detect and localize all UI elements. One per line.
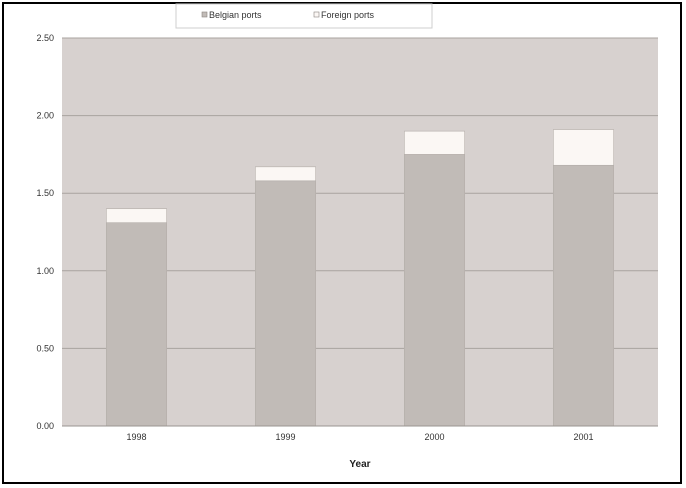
bar-belgian-ports-2000 <box>404 154 465 427</box>
legend-box <box>175 3 433 29</box>
legend-swatch <box>201 11 208 18</box>
x-axis-title: Year <box>349 459 370 470</box>
legend-label: Foreign ports <box>321 10 375 20</box>
y-tick-labels: 0.00 0.50 1.00 1.50 2.00 2.50 <box>36 33 54 431</box>
bar-belgian-ports-2001 <box>553 164 614 427</box>
bar-belgian-ports-1999 <box>255 180 316 427</box>
y-tick-label: 0.00 <box>36 421 54 431</box>
legend-swatch <box>313 11 320 18</box>
bar-foreign-ports-1999 <box>255 166 316 182</box>
x-tick-label: 2001 <box>573 432 593 442</box>
x-tick-label: 2000 <box>424 432 444 442</box>
y-tick-label: 2.50 <box>36 33 54 43</box>
x-tick-labels: 1998 1999 2000 2001 <box>126 432 593 442</box>
y-tick-label: 2.00 <box>36 111 54 121</box>
y-tick-label: 1.00 <box>36 266 54 276</box>
bar-foreign-ports-2000 <box>404 130 465 155</box>
legend: Belgian ports Foreign ports <box>175 3 433 29</box>
bar-foreign-ports-1998 <box>106 208 167 223</box>
y-tick-label: 0.50 <box>36 343 54 353</box>
y-tick-label: 1.50 <box>36 188 54 198</box>
bar-foreign-ports-2001 <box>553 129 614 166</box>
x-tick-label: 1998 <box>126 432 146 442</box>
legend-label: Belgian ports <box>209 10 262 20</box>
x-tick-label: 1999 <box>275 432 295 442</box>
bar-belgian-ports-1998 <box>106 222 167 427</box>
bars <box>106 129 614 427</box>
